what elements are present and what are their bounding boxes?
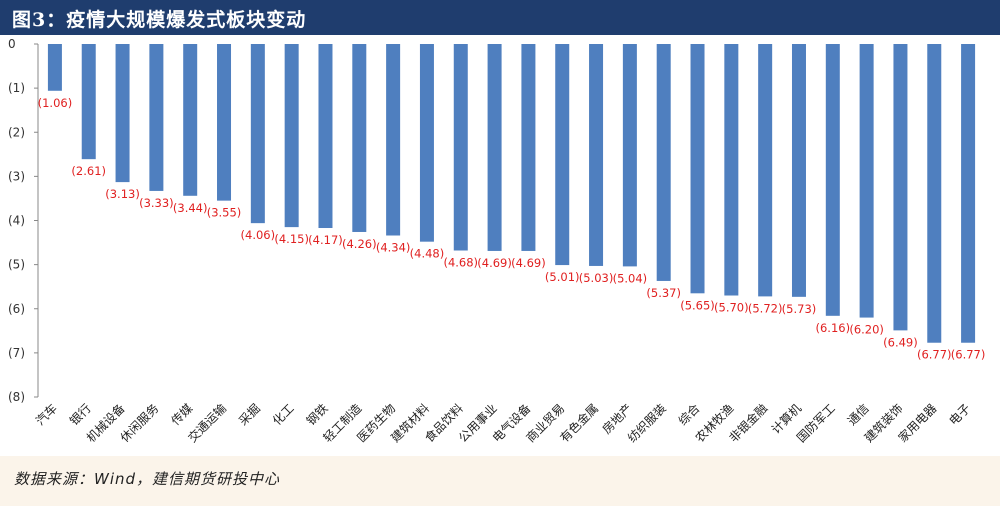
bar bbox=[81, 44, 96, 160]
y-tick-label: 0 bbox=[8, 37, 16, 51]
y-tick-label: (6) bbox=[8, 302, 25, 316]
data-label: (3.13) bbox=[105, 187, 140, 201]
data-label: (5.65) bbox=[680, 298, 715, 312]
figure-title: 图3：疫情大规模爆发式板块变动 bbox=[12, 9, 307, 31]
category-label: 银行 bbox=[67, 401, 94, 428]
footer-banner: 数据来源：Wind，建信期货研投中心 bbox=[0, 456, 1000, 506]
data-label: (6.77) bbox=[951, 348, 986, 362]
data-label: (5.04) bbox=[613, 271, 648, 285]
bar bbox=[318, 44, 333, 229]
bar bbox=[183, 44, 198, 196]
category-label: 传媒 bbox=[168, 401, 196, 429]
data-label: (2.61) bbox=[71, 164, 106, 178]
data-label: (6.20) bbox=[849, 323, 884, 337]
bar bbox=[284, 44, 299, 228]
data-label: (3.33) bbox=[139, 196, 174, 210]
data-label: (5.70) bbox=[714, 301, 749, 315]
category-label: 电子 bbox=[946, 401, 973, 428]
category-label: 通信 bbox=[845, 401, 872, 428]
bar bbox=[250, 44, 265, 224]
data-label: (4.69) bbox=[477, 256, 512, 270]
bar bbox=[47, 44, 62, 91]
bar bbox=[555, 44, 570, 266]
bar bbox=[487, 44, 502, 251]
data-label: (5.03) bbox=[579, 271, 614, 285]
data-label: (4.26) bbox=[342, 237, 377, 251]
category-label: 采掘 bbox=[235, 401, 263, 429]
data-label: (3.55) bbox=[207, 206, 242, 220]
y-tick-label: (2) bbox=[8, 125, 25, 139]
data-label: (5.01) bbox=[545, 270, 580, 284]
y-tick-label: (4) bbox=[8, 214, 25, 228]
bar bbox=[859, 44, 874, 318]
category-label: 钢铁 bbox=[304, 401, 331, 428]
bar bbox=[656, 44, 671, 281]
category-label: 综合 bbox=[675, 401, 703, 429]
data-label: (4.34) bbox=[376, 241, 411, 255]
y-tick-label: (8) bbox=[8, 390, 25, 404]
bar bbox=[690, 44, 705, 294]
y-tick-label: (3) bbox=[8, 169, 25, 183]
bar-chart: 0 (1) (2) (3) (4) (5) (6) (7) (8) (1.06) 汽车 (2.61) 银… bbox=[8, 37, 986, 445]
data-label: (6.49) bbox=[883, 335, 918, 349]
bar bbox=[115, 44, 130, 183]
data-label: (5.73) bbox=[782, 302, 817, 316]
bar bbox=[149, 44, 164, 191]
bar bbox=[217, 44, 232, 201]
bar bbox=[521, 44, 536, 251]
bar bbox=[893, 44, 908, 331]
bar bbox=[352, 44, 367, 232]
bar bbox=[825, 44, 840, 316]
y-tick-label: (1) bbox=[8, 81, 25, 95]
data-label: (5.72) bbox=[748, 301, 783, 315]
data-label: (4.15) bbox=[274, 232, 309, 246]
category-label: 化工 bbox=[270, 401, 297, 428]
bar bbox=[961, 44, 976, 343]
bar bbox=[927, 44, 942, 343]
data-label: (4.48) bbox=[410, 247, 445, 261]
data-label: (4.06) bbox=[241, 228, 276, 242]
bar bbox=[589, 44, 604, 266]
data-label: (4.69) bbox=[511, 256, 546, 270]
data-label: (5.37) bbox=[646, 286, 681, 300]
source-note: 数据来源：Wind，建信期货研投中心 bbox=[14, 470, 281, 488]
bar bbox=[758, 44, 773, 297]
data-label: (1.06) bbox=[38, 96, 73, 110]
bar bbox=[453, 44, 468, 251]
y-tick-label: (5) bbox=[8, 258, 25, 272]
data-label: (6.77) bbox=[917, 348, 952, 362]
data-label: (3.44) bbox=[173, 201, 208, 215]
header-banner: 图3：疫情大规模爆发式板块变动 bbox=[0, 0, 1000, 35]
bar bbox=[622, 44, 637, 267]
bar bbox=[724, 44, 739, 296]
bar bbox=[386, 44, 401, 236]
bar bbox=[791, 44, 806, 297]
data-label: (4.68) bbox=[443, 256, 478, 270]
data-label: (6.16) bbox=[816, 321, 851, 335]
data-label: (4.17) bbox=[308, 233, 343, 247]
bar bbox=[419, 44, 434, 242]
category-label: 汽车 bbox=[32, 401, 60, 429]
y-tick-label: (7) bbox=[8, 346, 25, 360]
